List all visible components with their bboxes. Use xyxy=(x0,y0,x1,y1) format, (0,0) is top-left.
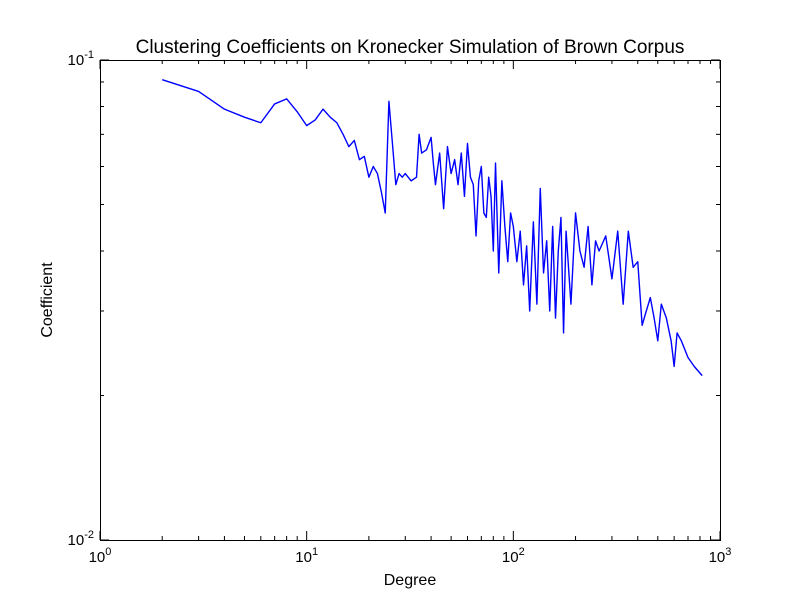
axis-ticks: 100 101 102 103 10-2 10-1 xyxy=(68,49,732,566)
x-tick-label: 103 xyxy=(709,546,732,566)
series-line xyxy=(161,78,703,377)
y-tick-label: 10-2 xyxy=(68,529,94,549)
x-tick-label: 100 xyxy=(89,546,112,566)
plot-area xyxy=(161,78,703,377)
y-axis-label: Coefficient xyxy=(39,262,56,338)
x-tick-label: 101 xyxy=(295,546,318,566)
y-tick-label: 10-1 xyxy=(68,49,94,69)
x-axis-label: Degree xyxy=(384,572,437,589)
plot-frame xyxy=(100,60,721,541)
chart-title: Clustering Coefficients on Kronecker Sim… xyxy=(136,37,685,58)
x-tick-label: 102 xyxy=(502,546,525,566)
